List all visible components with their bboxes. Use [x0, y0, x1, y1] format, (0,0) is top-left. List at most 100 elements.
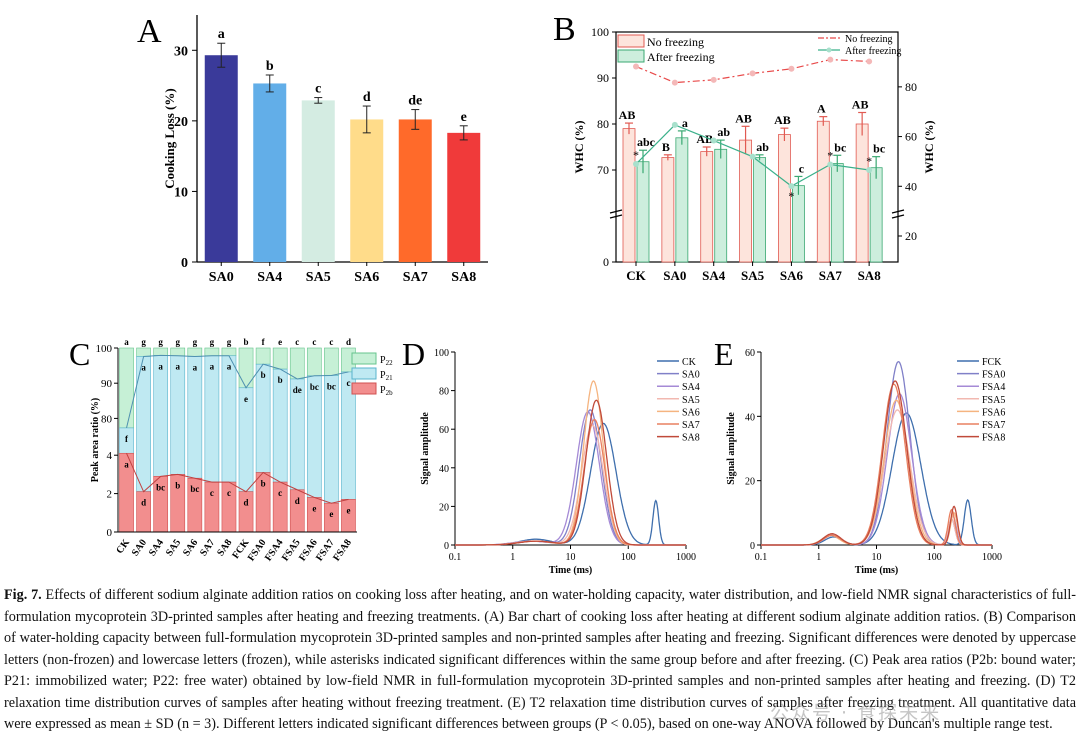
- p21-letter: bc: [327, 381, 336, 391]
- p21-segment-SA7: [204, 355, 220, 483]
- curve-SA8: [455, 399, 686, 546]
- bar-no-freezing-SA0: [661, 157, 675, 263]
- bar-after-freezing-CK: [636, 161, 650, 263]
- y-axis-label: Peak area ratio (%): [90, 398, 101, 483]
- bar-no-freezing-SA5: [739, 139, 752, 263]
- sig-letter: bc: [873, 142, 886, 156]
- legend-label-SA5: SA5: [682, 395, 700, 406]
- legend-label-FCK: FCK: [982, 357, 1002, 368]
- curve-FSA8: [761, 380, 992, 546]
- legend-swatch-p2b: [351, 382, 377, 395]
- p22-segment-CK: [119, 347, 134, 429]
- p21-segment-FSA6: [306, 375, 322, 498]
- p21-letter: a: [176, 362, 181, 372]
- y-tick-label-left: 100: [591, 25, 609, 39]
- p2b-letter: d: [295, 496, 300, 506]
- axis-break: [609, 209, 623, 214]
- p2b-letter: e: [346, 505, 350, 515]
- legend-swatch-after-freezing: [617, 49, 645, 63]
- p21-segment-FSA5: [289, 378, 305, 491]
- sig-letter: B: [662, 140, 670, 154]
- legend-marker: [826, 47, 832, 53]
- legend-swatch-p22: [351, 352, 377, 365]
- legend-swatch-p21: [351, 367, 377, 380]
- p2b-letter: b: [175, 480, 180, 490]
- x-tick-label: 1000: [676, 552, 696, 563]
- p22-letter: b: [244, 337, 249, 347]
- x-tick-label: 1000: [982, 552, 1002, 563]
- legend-line-label-no-freezing: No freezing: [845, 34, 892, 45]
- p22-letter: d: [346, 337, 351, 347]
- y-tick-label-right: 40: [905, 179, 917, 193]
- x-tick-label: SA5: [164, 537, 183, 558]
- legend-label-SA7: SA7: [682, 420, 700, 431]
- y-tick-label-left: 70: [597, 163, 609, 177]
- sig-letter: b: [266, 59, 274, 74]
- y-tick-label-left: 90: [597, 71, 609, 85]
- legend-subscript: 2b: [386, 389, 394, 397]
- p22-segment-SA5: [170, 347, 186, 357]
- p22-letter: g: [158, 337, 163, 347]
- line-marker: [633, 63, 639, 70]
- bar-SA8: [447, 132, 481, 262]
- p22-letter: g: [176, 337, 181, 347]
- y-tick-label: 60: [745, 348, 755, 359]
- y-tick-label: 40: [439, 464, 449, 475]
- x-tick-label: SA7: [198, 537, 217, 558]
- p2b-letter: e: [312, 503, 316, 513]
- sig-letter: e: [461, 110, 467, 125]
- legend-swatch-no-freezing: [617, 34, 645, 48]
- bar-SA6: [350, 119, 384, 263]
- p21-letter: a: [141, 362, 146, 372]
- line-marker: [710, 137, 717, 144]
- x-tick-label: 1: [816, 552, 821, 563]
- x-tick-label: 0.1: [755, 552, 768, 563]
- p2b-segment-FSA8: [341, 499, 356, 533]
- p22-letter: g: [193, 337, 198, 347]
- p22-segment-SA6: [187, 347, 203, 357]
- line-marker: [633, 161, 639, 168]
- panel-label-d: D: [402, 336, 425, 372]
- x-tick-label: 10: [872, 552, 882, 563]
- p21-trend-line: [126, 354, 349, 429]
- p21-segment-FSA0: [255, 363, 271, 473]
- sig-letter: bc: [834, 140, 847, 154]
- y-axis-label-left: WHC (%): [572, 121, 586, 174]
- bar-SA4: [253, 83, 287, 262]
- y-tick-label-right: 60: [905, 130, 917, 144]
- p2b-letter: c: [278, 488, 282, 498]
- p21-segment-SA4: [153, 355, 169, 477]
- p21-segment-FSA7: [324, 375, 339, 504]
- line-marker: [827, 161, 834, 168]
- curve-SA4: [455, 411, 686, 546]
- x-tick-label: SA8: [451, 270, 476, 285]
- x-tick-label: SA5: [741, 268, 765, 283]
- p22-letter: c: [329, 337, 333, 347]
- x-tick-label: 1: [510, 552, 515, 563]
- p21-letter: a: [193, 362, 198, 372]
- panel-label-a: A: [137, 13, 162, 50]
- y-tick-label: 80: [439, 387, 449, 398]
- bar-no-freezing-SA8: [855, 123, 869, 263]
- sig-letter: ab: [717, 125, 730, 139]
- legend-label-p21: P21: [380, 370, 393, 382]
- p22-segment-SA7: [204, 347, 220, 357]
- x-axis-label: Time (ms): [549, 565, 592, 576]
- p21-letter: bc: [310, 382, 319, 392]
- x-tick-label: 100: [621, 552, 636, 563]
- y-tick-label-right: 80: [905, 80, 917, 94]
- legend-label-FSA7: FSA7: [982, 420, 1005, 431]
- x-tick-label: SA8: [858, 268, 882, 283]
- bar-SA5: [301, 100, 335, 263]
- legend-line-label-after-freezing: After freezing: [845, 46, 901, 57]
- legend-subscript: 22: [386, 359, 394, 367]
- legend-label-FSA0: FSA0: [982, 370, 1005, 381]
- figure-caption: Fig. 7. Effects of different sodium algi…: [4, 585, 1076, 736]
- p22-letter: c: [312, 337, 316, 347]
- legend-label-FSA6: FSA6: [982, 407, 1005, 418]
- caption-text: Effects of different sodium alginate add…: [4, 587, 1077, 732]
- bar-after-freezing-SA7: [830, 163, 844, 263]
- bar-no-freezing-SA7: [816, 120, 830, 263]
- p22-letter: g: [141, 337, 146, 347]
- curve-SA7: [455, 418, 686, 546]
